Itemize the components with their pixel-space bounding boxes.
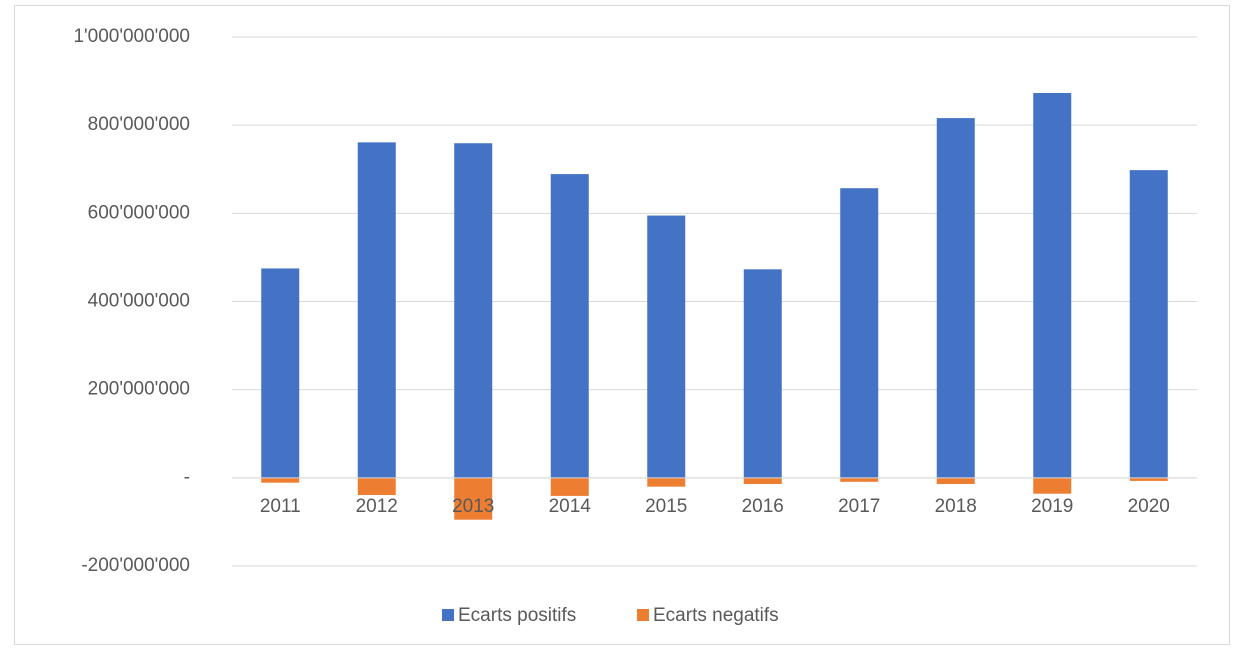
bar bbox=[357, 477, 396, 496]
x-tick-label: 2012 bbox=[356, 496, 398, 517]
bar bbox=[261, 477, 300, 483]
bar bbox=[454, 477, 493, 520]
bar bbox=[261, 268, 300, 478]
x-tick-label: 2020 bbox=[1128, 496, 1170, 517]
bar bbox=[550, 174, 589, 478]
bar bbox=[357, 142, 396, 478]
y-tick-label: 200'000'000 bbox=[88, 379, 190, 400]
x-tick-label: 2015 bbox=[645, 496, 687, 517]
bar bbox=[647, 215, 686, 478]
x-tick-label: 2011 bbox=[260, 496, 301, 517]
x-tick-label: 2016 bbox=[742, 496, 784, 517]
y-tick-label: 600'000'000 bbox=[88, 202, 190, 223]
bar bbox=[936, 477, 975, 485]
y-tick-label: 800'000'000 bbox=[88, 114, 190, 135]
y-tick-label: 400'000'000 bbox=[88, 291, 190, 312]
bar bbox=[1033, 477, 1072, 494]
bar bbox=[1129, 477, 1168, 481]
legend-label: Ecarts positifs bbox=[458, 605, 576, 626]
x-tick-label: 2019 bbox=[1031, 496, 1073, 517]
bar bbox=[1033, 92, 1072, 478]
legend-marker bbox=[442, 609, 454, 621]
bar bbox=[936, 118, 975, 478]
x-tick-label: 2013 bbox=[452, 496, 494, 517]
x-tick-label: 2018 bbox=[935, 496, 977, 517]
y-tick-label: - bbox=[184, 467, 190, 488]
legend-marker bbox=[637, 609, 649, 621]
y-tick-label: -200'000'000 bbox=[81, 555, 190, 576]
chart-border bbox=[14, 5, 1230, 645]
x-tick-label: 2014 bbox=[549, 496, 592, 517]
bar bbox=[743, 269, 782, 478]
legend-label: Ecarts negatifs bbox=[653, 605, 779, 626]
bar bbox=[1129, 170, 1168, 478]
bar bbox=[840, 188, 879, 478]
bar bbox=[840, 477, 879, 482]
bar bbox=[647, 477, 686, 487]
bar bbox=[550, 477, 589, 496]
bar bbox=[454, 143, 493, 478]
y-tick-label: 1'000'000'000 bbox=[73, 26, 190, 47]
x-tick-label: 2017 bbox=[838, 496, 880, 517]
bar bbox=[743, 477, 782, 485]
